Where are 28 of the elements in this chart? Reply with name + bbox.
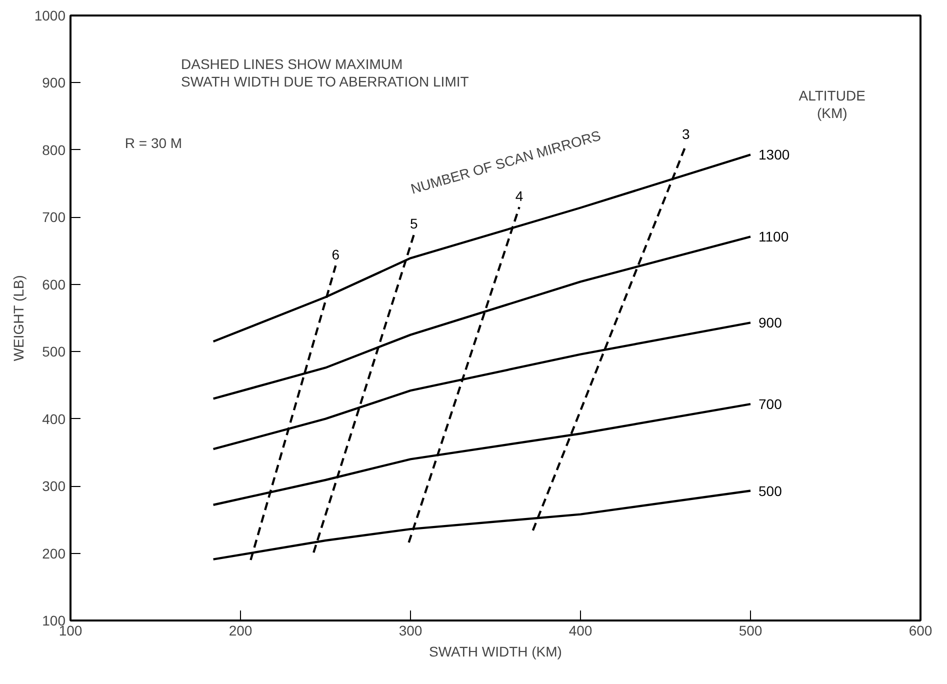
series-label: 900 [758,314,782,331]
annotation: DASHED LINES SHOW MAXIMUM SWATH WIDTH DUE TO ABERRATION LIMIT [181,56,470,90]
y-tick-label: 900 [42,74,66,91]
series-label: 500 [758,482,782,499]
x-axis-title: SWATH WIDTH (KM) [429,644,562,660]
annotation: ALTITUDE (KM) [798,87,866,122]
y-tick-label: 800 [42,142,66,158]
y-tick-label: 400 [42,410,66,427]
y-tick-label: 300 [42,478,66,494]
y-axis-title: WEIGHT (LB) [10,275,26,362]
series-label: 5 [410,216,418,232]
series-label: 4 [515,188,524,204]
y-tick-label: 700 [42,209,66,226]
series-label: 1300 [758,146,790,163]
x-tick-label: 400 [568,622,592,638]
x-tick-label: 500 [738,622,762,638]
y-tick-label: 600 [42,276,66,292]
y-tick-label: 1000 [34,8,66,24]
annotation: R = 30 M [124,135,182,152]
series-label: 700 [758,396,782,412]
series-label: 3 [682,126,690,142]
series-label: 6 [332,246,340,263]
y-tick-label: 500 [42,344,66,360]
y-tick-label: 200 [42,545,66,562]
x-tick-label: 200 [228,622,252,638]
series-label: 1100 [758,228,789,245]
x-tick-label: 300 [398,622,422,638]
x-tick-label: 600 [908,622,932,638]
